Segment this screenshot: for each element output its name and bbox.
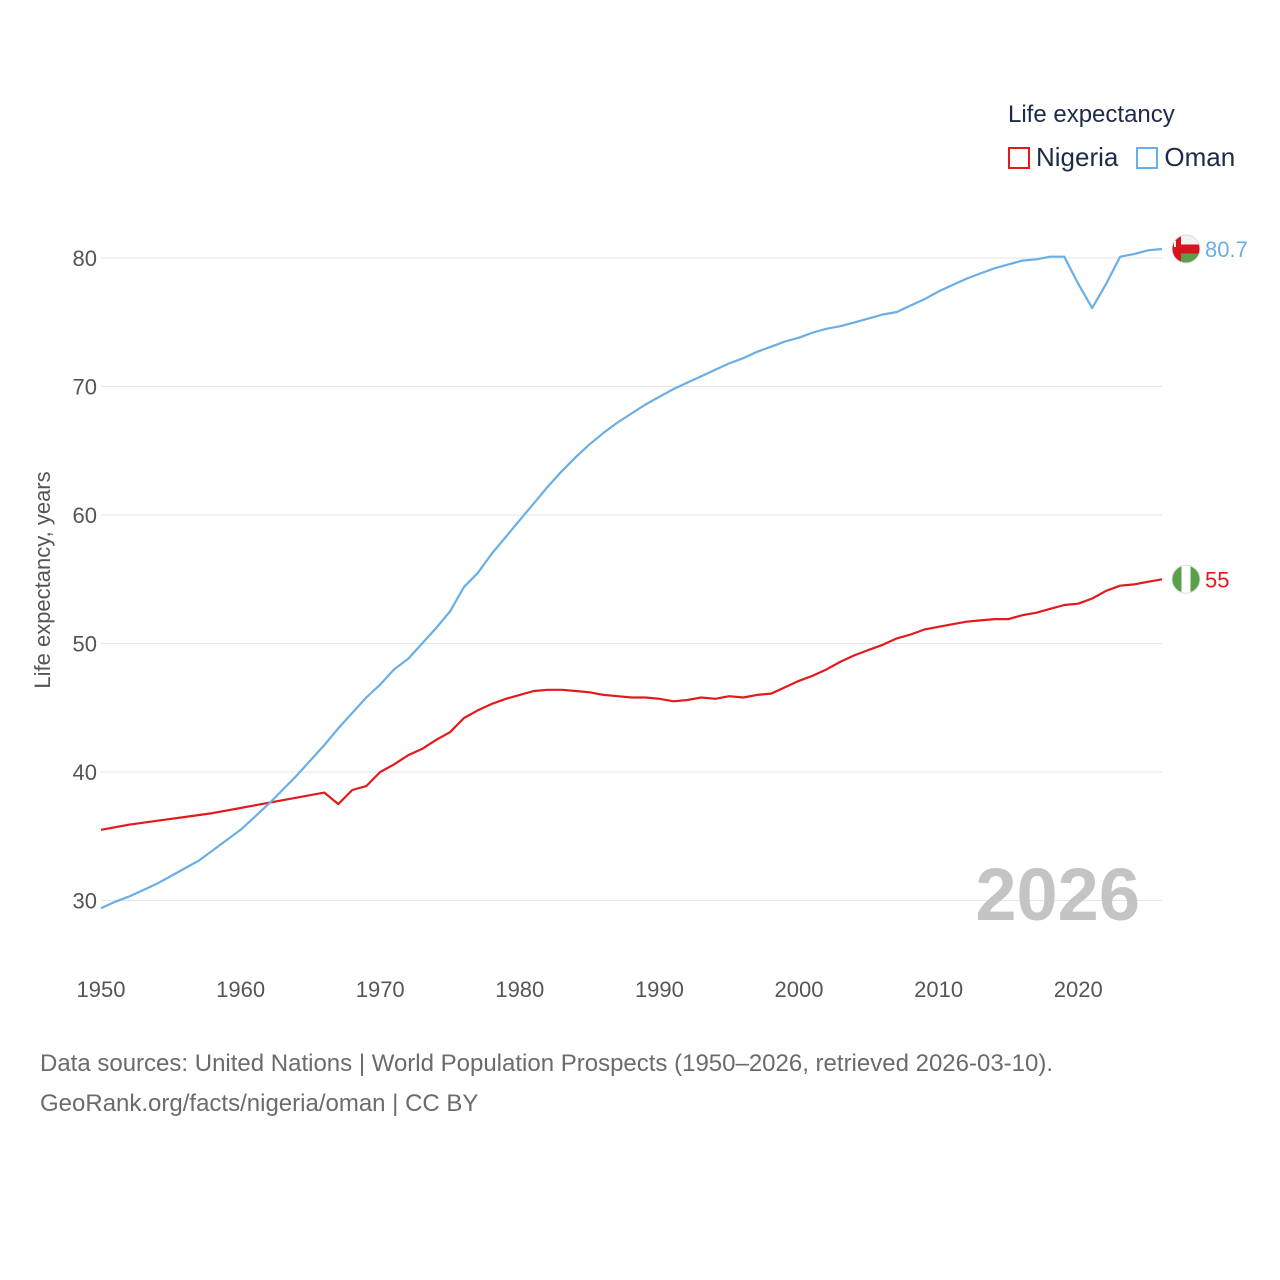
end-value-label-oman: 80.7: [1205, 237, 1248, 262]
end-value-label-nigeria: 55: [1205, 567, 1229, 592]
source-line-2[interactable]: GeoRank.org/facts/nigeria/oman | CC BY: [40, 1090, 479, 1117]
x-tick-label-2020: 2020: [1054, 977, 1103, 1002]
flag-icon-oman: [1171, 234, 1201, 264]
series-line-nigeria: [100, 578, 1163, 831]
x-tick-label-1990: 1990: [635, 977, 684, 1002]
flag-icon-nigeria: [1171, 564, 1201, 594]
series-line-oman: [100, 247, 1163, 910]
legend-item-oman[interactable]: Oman: [1136, 142, 1235, 173]
y-tick-label-70: 70: [73, 375, 97, 400]
legend-swatch-nigeria: [1008, 146, 1030, 169]
series-lines: [100, 247, 1163, 910]
gridlines: [101, 257, 1162, 901]
x-tick-label-1980: 1980: [495, 977, 544, 1002]
legend-label-nigeria: Nigeria: [1036, 142, 1119, 172]
legend-label-oman: Oman: [1164, 142, 1236, 172]
x-tick-label-1950: 1950: [77, 977, 126, 1002]
x-tick-label-1970: 1970: [356, 977, 405, 1002]
y-tick-label-30: 30: [73, 889, 97, 914]
y-axis-ticks: 30 40 50 60 70 80: [73, 246, 97, 914]
year-watermark: 2026: [975, 853, 1140, 936]
source-line-1: Data sources: United Nations | World Pop…: [40, 1050, 1054, 1077]
y-tick-label-50: 50: [73, 632, 97, 657]
legend-title: Life expectancy: [1008, 101, 1175, 128]
y-tick-label-60: 60: [73, 503, 97, 528]
legend-swatch-oman: [1136, 146, 1159, 169]
x-tick-label-1960: 1960: [216, 977, 265, 1002]
source-note: Data sources: United Nations | World Pop…: [40, 1044, 1053, 1124]
x-axis-ticks: 1950 1960 1970 1980 1990 2000 2010 2020: [77, 977, 1103, 1002]
y-tick-label-40: 40: [73, 760, 97, 785]
legend: Nigeria Oman: [1008, 142, 1253, 173]
y-axis-label: Life expectancy, years: [30, 471, 55, 688]
y-tick-label-80: 80: [73, 246, 97, 271]
x-tick-label-2000: 2000: [775, 977, 824, 1002]
x-tick-label-2010: 2010: [914, 977, 963, 1002]
legend-item-nigeria[interactable]: Nigeria: [1008, 142, 1118, 173]
end-markers: 55 80.7: [1171, 234, 1248, 594]
